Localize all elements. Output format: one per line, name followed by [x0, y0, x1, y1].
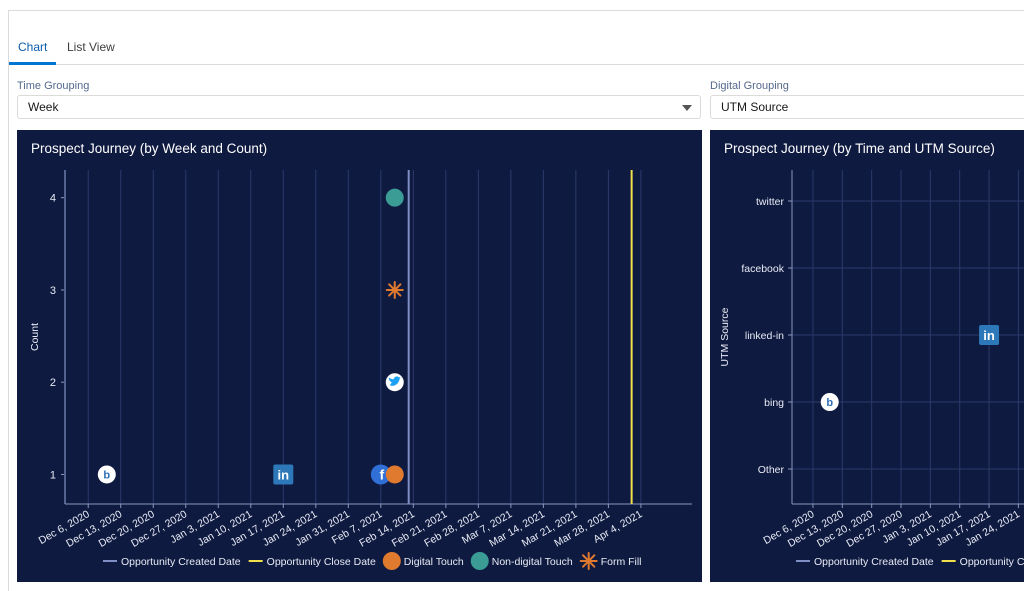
data-point-bing-icon-glyph: b — [103, 469, 110, 481]
data-point-linkedin-icon-glyph: in — [983, 328, 995, 343]
data-point-form-fill-stroke — [388, 283, 402, 297]
legend-opportunity-created-date-label: Opportunity Created Date — [814, 556, 934, 568]
view-tabs: Chart List View — [8, 30, 1024, 65]
y-tick-label: 3 — [50, 285, 56, 297]
data-point-form-fill — [385, 280, 404, 299]
legend-non-digital-touch-swatch — [470, 552, 489, 570]
y-tick-label: facebook — [741, 263, 784, 275]
legend-opportunity-created-date-label: Opportunity Created Date — [121, 556, 241, 568]
chart-title-by-week: Prospect Journey (by Week and Count) — [31, 141, 268, 156]
time-grouping-label: Time Grouping — [17, 80, 90, 92]
chart-panel-by-utm: Prospect Journey (by Time and UTM Source… — [710, 130, 1024, 582]
digital-grouping-value: UTM Source — [721, 100, 789, 114]
y-tick-label: bing — [764, 397, 784, 409]
data-point-linkedin-icon — [273, 464, 294, 485]
data-point-digital-touch — [385, 465, 404, 484]
page-frame-left — [8, 10, 9, 591]
data-point-bing-icon-glyph: b — [826, 397, 833, 409]
legend-digital-touch-label: Digital Touch — [404, 556, 464, 568]
legend-form-fill-swatch — [579, 552, 598, 570]
y-tick-label: 1 — [50, 469, 56, 481]
chart-panel-by-week: Prospect Journey (by Week and Count) Dec… — [17, 130, 702, 582]
legend-form-fill-swatch-stroke — [582, 554, 596, 568]
y-axis-title: Count — [29, 323, 41, 351]
page-frame-top — [8, 10, 1024, 11]
y-axis-title: UTM Source — [719, 307, 731, 366]
tab-chart[interactable]: Chart — [8, 30, 57, 65]
legend-opportunity-close-date-label: Opportunity Close Date — [960, 556, 1024, 568]
y-tick-label: twitter — [756, 196, 785, 208]
chart-title-by-utm: Prospect Journey (by Time and UTM Source… — [724, 141, 995, 156]
data-point-bing-icon — [97, 465, 116, 484]
data-point-linkedin-icon — [979, 325, 1000, 345]
data-point-facebook-icon-glyph: f — [379, 466, 384, 482]
legend-digital-touch-swatch — [382, 552, 401, 570]
data-point-linkedin-icon-glyph: in — [278, 467, 290, 482]
digital-grouping-select[interactable]: UTM Source — [710, 95, 1024, 119]
legend-non-digital-touch-label: Non-digital Touch — [492, 556, 573, 568]
data-point-non-digital-touch — [385, 188, 404, 207]
y-tick-label: linked-in — [745, 330, 784, 342]
time-grouping-select[interactable]: Week — [17, 95, 701, 119]
time-grouping-value: Week — [28, 100, 59, 114]
chevron-down-icon — [682, 105, 692, 111]
digital-grouping-label: Digital Grouping — [710, 80, 789, 92]
data-point-twitter-icon-glyph — [388, 376, 401, 386]
data-point-bing-icon — [820, 393, 839, 411]
y-tick-label: 2 — [50, 377, 56, 389]
legend-form-fill-label: Form Fill — [601, 556, 642, 568]
tab-list-view[interactable]: List View — [67, 40, 115, 54]
y-tick-label: Other — [758, 464, 785, 476]
y-tick-label: 4 — [50, 193, 56, 205]
legend-opportunity-close-date-label: Opportunity Close Date — [267, 556, 376, 568]
data-point-facebook-icon — [370, 464, 391, 485]
